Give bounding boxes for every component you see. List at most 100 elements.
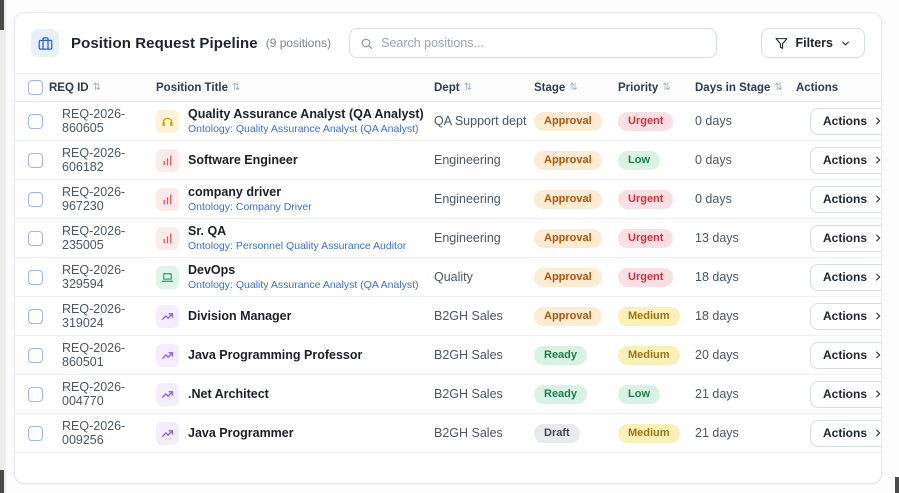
scrollbar-fragment — [0, 470, 4, 493]
stage-badge: Approval — [534, 189, 602, 209]
req-id: REQ-2026-004770 — [62, 380, 126, 408]
trending-up-icon — [156, 421, 179, 445]
sort-icon: ⇅ — [569, 82, 578, 93]
position-title: Quality Assurance Analyst (QA Analyst) — [188, 106, 424, 121]
dept: B2GH Sales — [434, 387, 503, 401]
sort-icon: ⇅ — [662, 82, 671, 93]
actions-label: Actions — [823, 270, 868, 284]
row-checkbox[interactable] — [28, 230, 43, 246]
column-header-dept[interactable]: Dept ⇅ — [434, 81, 472, 94]
actions-label: Actions — [823, 348, 868, 362]
req-id: REQ-2026-606182 — [62, 146, 126, 174]
req-id: REQ-2026-319024 — [62, 302, 126, 330]
toolbar: Position Request Pipeline (9 positions) … — [15, 13, 881, 73]
actions-button[interactable]: Actions — [810, 263, 881, 291]
chevron-right-icon — [873, 311, 881, 321]
position-title: Java Programmer — [188, 425, 294, 440]
position-title: Sr. QA — [188, 223, 227, 238]
priority-badge: Medium — [618, 306, 680, 326]
headphones-icon — [156, 109, 179, 133]
table-row: REQ-2026-967230 company driver Ontology:… — [15, 180, 881, 219]
row-checkbox[interactable] — [28, 152, 43, 168]
table-body: REQ-2026-860605 Quality Assurance Analys… — [15, 102, 881, 453]
table-row: REQ-2026-319024 Division Manager B2GH Sa… — [15, 297, 881, 336]
position-title: company driver — [188, 184, 282, 199]
priority-badge: Low — [618, 384, 660, 404]
actions-label: Actions — [823, 426, 868, 440]
days-in-stage: 0 days — [695, 114, 732, 128]
dept: Engineering — [434, 231, 501, 245]
table-row: REQ-2026-329594 DevOps Ontology: Quality… — [15, 258, 881, 297]
actions-button[interactable]: Actions — [810, 302, 881, 330]
table-row: REQ-2026-860501 Java Programming Profess… — [15, 336, 881, 375]
actions-button[interactable]: Actions — [810, 185, 881, 213]
dept: Engineering — [434, 192, 501, 206]
left-gutter — [0, 0, 6, 493]
stage-badge: Approval — [534, 228, 602, 248]
req-id: REQ-2026-860501 — [62, 341, 126, 369]
req-id: REQ-2026-967230 — [62, 185, 126, 213]
actions-label: Actions — [823, 387, 868, 401]
actions-button[interactable]: Actions — [810, 341, 881, 369]
ontology-link[interactable]: Ontology: Quality Assurance Analyst (QA … — [188, 278, 419, 291]
stage-badge: Ready — [534, 384, 588, 404]
scrollbar-fragment — [0, 0, 4, 30]
table-row: REQ-2026-860605 Quality Assurance Analys… — [15, 102, 881, 141]
table-row: REQ-2026-009256 Java Programmer B2GH Sal… — [15, 414, 881, 453]
column-header-req-id[interactable]: REQ ID ⇅ — [49, 81, 102, 94]
actions-button[interactable]: Actions — [810, 380, 881, 408]
dept: B2GH Sales — [434, 309, 503, 323]
chevron-down-icon — [840, 38, 851, 49]
position-title: Division Manager — [188, 308, 292, 323]
filters-button[interactable]: Filters — [761, 28, 865, 58]
row-checkbox[interactable] — [28, 191, 43, 207]
search-icon — [360, 37, 373, 50]
stage-badge: Approval — [534, 111, 602, 131]
bar-chart-icon — [156, 187, 179, 211]
sort-icon: ⇅ — [774, 82, 783, 93]
filter-funnel-icon — [775, 37, 788, 50]
position-title: Software Engineer — [188, 152, 298, 167]
row-checkbox[interactable] — [28, 425, 43, 441]
stage-badge: Ready — [534, 345, 588, 365]
search-box[interactable] — [349, 28, 718, 58]
trending-up-icon — [156, 382, 179, 406]
req-id: REQ-2026-860605 — [62, 107, 126, 135]
positions-count: (9 positions) — [265, 36, 332, 50]
column-header-days-in-stage[interactable]: Days in Stage ⇅ — [695, 81, 783, 94]
chevron-right-icon — [873, 350, 881, 360]
days-in-stage: 21 days — [695, 426, 739, 440]
actions-button[interactable]: Actions — [810, 146, 881, 174]
trending-up-icon — [156, 304, 179, 328]
ontology-link[interactable]: Ontology: Quality Assurance Analyst (QA … — [188, 122, 419, 135]
search-input[interactable] — [381, 36, 707, 50]
row-checkbox[interactable] — [28, 113, 43, 129]
row-checkbox[interactable] — [28, 347, 43, 363]
actions-label: Actions — [823, 153, 868, 167]
select-all-checkbox[interactable] — [28, 80, 43, 95]
priority-badge: Urgent — [618, 267, 674, 287]
position-title: DevOps — [188, 262, 236, 277]
chevron-right-icon — [873, 194, 881, 204]
row-checkbox[interactable] — [28, 269, 43, 285]
scrollbar-fragment — [895, 477, 899, 493]
filters-label: Filters — [795, 36, 833, 50]
briefcase-icon — [31, 29, 59, 57]
column-header-stage[interactable]: Stage ⇅ — [534, 81, 578, 94]
chevron-right-icon — [873, 389, 881, 399]
row-checkbox[interactable] — [28, 308, 43, 324]
priority-badge: Medium — [618, 345, 680, 365]
sort-icon: ⇅ — [463, 82, 472, 93]
row-checkbox[interactable] — [28, 386, 43, 402]
ontology-link[interactable]: Ontology: Personnel Quality Assurance Au… — [188, 239, 407, 252]
actions-button[interactable]: Actions — [810, 224, 881, 252]
actions-button[interactable]: Actions — [810, 419, 881, 447]
ontology-link[interactable]: Ontology: Company Driver — [188, 200, 312, 213]
req-id: REQ-2026-329594 — [62, 263, 126, 291]
table-header-row: REQ ID ⇅ Position Title ⇅ Dept ⇅ Stage ⇅ Priorit… — [15, 73, 881, 102]
column-header-position-title[interactable]: Position Title ⇅ — [156, 81, 241, 94]
column-header-priority[interactable]: Priority ⇅ — [618, 81, 671, 94]
actions-button[interactable]: Actions — [810, 107, 881, 135]
position-title: Java Programming Professor — [188, 347, 363, 362]
